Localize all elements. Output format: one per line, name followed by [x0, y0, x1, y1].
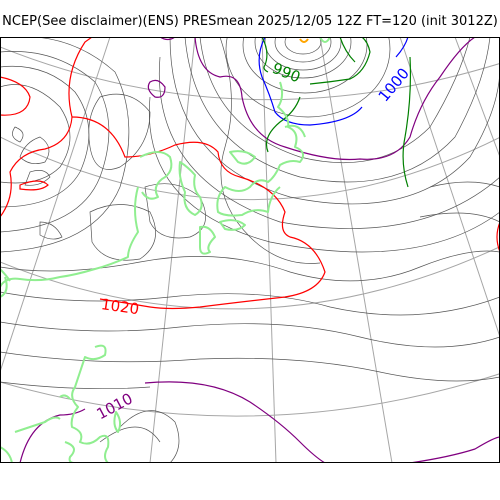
isobar-label-1020: 1020 — [100, 295, 140, 318]
isobar-990 — [261, 37, 412, 188]
map-frame: 990 1000 1020 1010 — [0, 37, 500, 463]
isobar-1010 — [19, 37, 500, 463]
map-title: NCEP(See disclaimer)(ENS) PRESmean 2025/… — [2, 14, 498, 29]
low-center-marker — [299, 38, 309, 43]
graticule-meridians — [0, 37, 500, 463]
isobar-1000 — [258, 37, 409, 126]
